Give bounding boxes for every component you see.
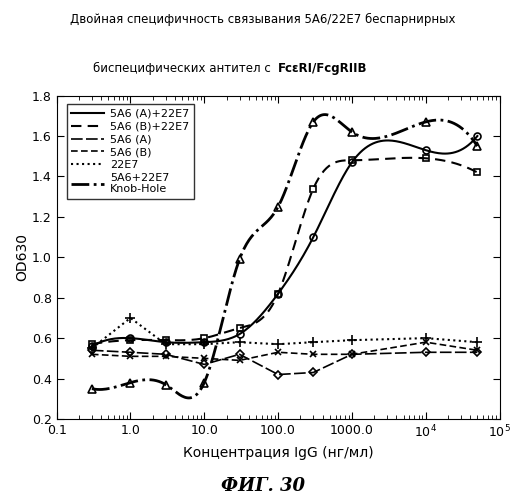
5A6 (A) — [201, 362, 207, 368]
5A6 (B)+22E7 — [474, 170, 481, 175]
5A6 (A) — [422, 350, 429, 356]
5A6 (A) — [474, 350, 481, 356]
5A6 (A)+22E7 — [438, 150, 444, 156]
5A6 (A) — [163, 352, 169, 358]
5A6+22E7
Knob-Hole — [416, 121, 422, 127]
5A6 (B) — [89, 352, 95, 358]
Text: биспецифических антител с: биспецифических антител с — [93, 62, 278, 74]
5A6 (A) — [310, 370, 317, 376]
5A6 (A) — [236, 352, 242, 358]
22E7 — [89, 345, 95, 351]
22E7 — [201, 341, 207, 347]
5A6 (B)+22E7 — [415, 155, 421, 161]
22E7 — [127, 315, 134, 321]
5A6 (B) — [474, 348, 481, 354]
Y-axis label: OD630: OD630 — [15, 234, 29, 281]
5A6+22E7
Knob-Hole — [319, 112, 326, 118]
5A6 (A) — [89, 348, 95, 354]
5A6 (A) — [127, 350, 134, 356]
22E7 — [163, 341, 169, 347]
X-axis label: Концентрация IgG (нг/мл): Концентрация IgG (нг/мл) — [183, 446, 373, 460]
5A6 (A)+22E7 — [89, 343, 95, 349]
22E7 — [422, 335, 429, 341]
5A6 (B) — [163, 354, 169, 360]
5A6 (B) — [236, 358, 242, 364]
5A6 (B)+22E7 — [439, 158, 446, 164]
5A6 (B) — [310, 352, 317, 358]
Line: 22E7: 22E7 — [92, 318, 478, 348]
5A6 (B) — [422, 339, 429, 345]
5A6 (B) — [201, 356, 207, 362]
5A6 (A)+22E7 — [325, 204, 331, 210]
5A6 (B) — [349, 352, 355, 358]
22E7 — [236, 339, 242, 345]
Legend: 5A6 (A)+22E7, 5A6 (B)+22E7, 5A6 (A), 5A6 (B), 22E7, 5A6+22E7
Knob-Hole: 5A6 (A)+22E7, 5A6 (B)+22E7, 5A6 (A), 5A6… — [67, 104, 194, 199]
Line: 5A6 (B): 5A6 (B) — [92, 342, 478, 360]
5A6+22E7
Knob-Hole — [327, 113, 333, 119]
5A6+22E7
Knob-Hole — [322, 112, 328, 117]
5A6 (B) — [127, 354, 134, 360]
5A6 (A)+22E7 — [474, 133, 481, 139]
5A6+22E7
Knob-Hole — [185, 395, 191, 401]
Line: 5A6 (A)+22E7: 5A6 (A)+22E7 — [92, 136, 478, 346]
Text: FcεRI/FcgRIIB: FcεRI/FcgRIIB — [278, 62, 368, 74]
5A6 (B)+22E7 — [318, 171, 325, 177]
5A6 (A)+22E7 — [90, 342, 96, 348]
5A6+22E7
Knob-Hole — [441, 118, 447, 124]
5A6 (A)+22E7 — [317, 220, 323, 226]
5A6 (B)+22E7 — [89, 341, 95, 347]
5A6+22E7
Knob-Hole — [318, 112, 325, 118]
5A6 (A) — [275, 372, 281, 378]
Line: 5A6 (A): 5A6 (A) — [92, 350, 478, 374]
5A6+22E7
Knob-Hole — [89, 386, 95, 392]
Line: 5A6 (B)+22E7: 5A6 (B)+22E7 — [92, 158, 478, 344]
5A6 (A) — [349, 352, 355, 358]
22E7 — [310, 339, 317, 345]
Text: ФИГ. 30: ФИГ. 30 — [221, 477, 305, 495]
5A6 (B)+22E7 — [317, 173, 323, 179]
22E7 — [275, 341, 281, 347]
5A6+22E7
Knob-Hole — [474, 143, 481, 149]
Line: 5A6+22E7
Knob-Hole: 5A6+22E7 Knob-Hole — [92, 114, 478, 398]
5A6 (A)+22E7 — [413, 144, 420, 150]
5A6 (B)+22E7 — [90, 341, 96, 347]
Text: Двойная специфичность связывания 5А6/22Е7 беспарнирных: Двойная специфичность связывания 5А6/22Е… — [70, 12, 456, 26]
5A6+22E7
Knob-Hole — [90, 386, 96, 392]
5A6 (B) — [275, 350, 281, 356]
22E7 — [349, 337, 355, 343]
5A6 (A)+22E7 — [318, 218, 325, 224]
5A6 (B)+22E7 — [325, 164, 331, 170]
5A6 (B)+22E7 — [409, 155, 415, 161]
22E7 — [474, 339, 481, 345]
